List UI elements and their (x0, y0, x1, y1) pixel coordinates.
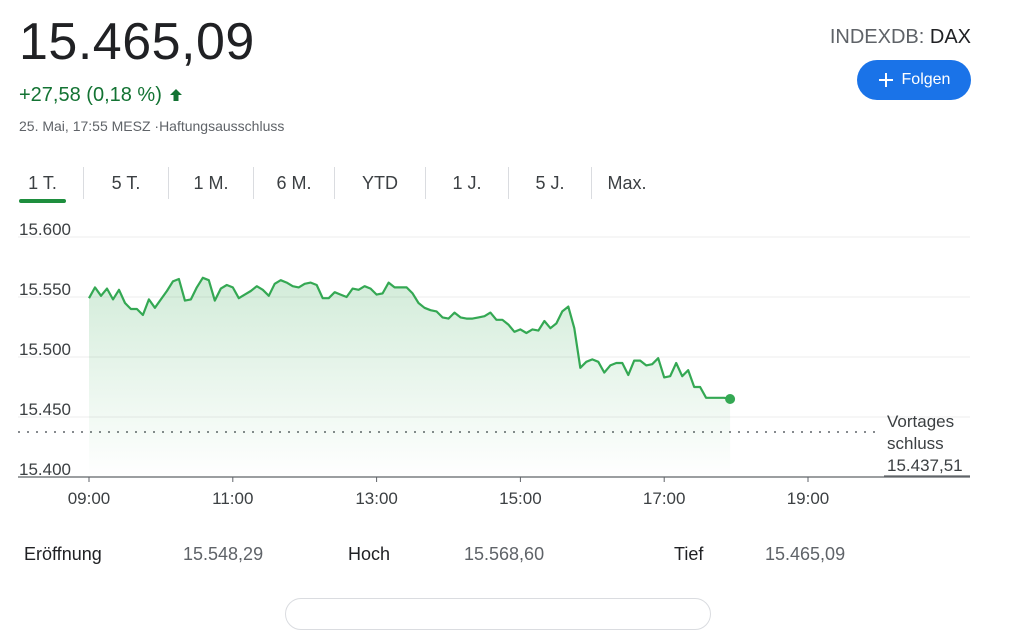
tab-separator (591, 167, 592, 199)
stats-row: Eröffnung 15.548,29 Hoch 15.568,60 Tief … (0, 544, 1024, 568)
tab-separator (425, 167, 426, 199)
y-tick-label: 15.400 (19, 460, 71, 479)
timestamp-line: 25. Mai, 17:55 MESZ ·Haftungsausschluss (19, 118, 284, 134)
arrow-up-icon (169, 89, 182, 101)
tab-1[interactable]: 5 T. (111, 173, 141, 193)
price-area (89, 277, 731, 477)
y-tick-label: 15.600 (19, 222, 71, 239)
timestamp: 25. Mai, 17:55 MESZ · (19, 118, 160, 134)
high-value: 15.568,60 (464, 544, 545, 564)
tab-separator (253, 167, 254, 199)
tab-separator (508, 167, 509, 199)
x-tick-label: 15:00 (499, 489, 542, 508)
current-price-dot (725, 394, 736, 404)
previous-close-label: schluss (887, 434, 944, 453)
tab-2[interactable]: 1 M. (193, 173, 229, 193)
disclaimer-link[interactable]: Haftungsausschluss (159, 118, 285, 134)
x-tick-label: 11:00 (212, 489, 253, 508)
x-tick-label: 17:00 (643, 489, 686, 508)
tab-separator (83, 167, 84, 199)
price-change-text: +27,58 (0,18 %) (19, 84, 162, 106)
follow-label: Folgen (901, 71, 951, 88)
open-value: 15.548,29 (183, 544, 264, 564)
low-label: Tief (674, 544, 704, 564)
exchange-label: INDEXDB: (829, 26, 925, 48)
symbol-label: DAX (929, 26, 971, 48)
price-change: +27,58 (0,18 %) (19, 82, 184, 108)
price-chart: 15.400 15.450 15.500 15.550 15.600 09:00 11:00… (0, 220, 1024, 522)
ticker-symbol: INDEXDB: DAX (830, 26, 971, 49)
range-tabs: 1 T. 5 T. 1 M. 6 M. YTD 1 J. 5 J. Max. (19, 167, 662, 205)
price-line (88, 276, 731, 401)
tab-3[interactable]: 6 M. (276, 173, 312, 193)
previous-close-label: Vortages (887, 412, 954, 431)
chart-svg: 15.400 15.450 15.500 15.550 15.600 09:00 11:00… (18, 220, 970, 508)
y-tick-label: 15.450 (19, 400, 71, 419)
tab-4[interactable]: YTD (362, 173, 398, 193)
plus-icon (878, 73, 893, 87)
tab-5[interactable]: 1 J. (452, 173, 482, 193)
high-label: Hoch (348, 544, 391, 564)
y-tick-label: 15.550 (19, 280, 71, 299)
tab-separator (334, 167, 335, 199)
follow-button[interactable]: Folgen (857, 60, 971, 100)
y-tick-label: 15.500 (19, 340, 71, 359)
tab-6[interactable]: 5 J. (535, 173, 565, 193)
x-tick-label: 13:00 (355, 489, 398, 508)
previous-close-value: 15.437,51 (887, 456, 963, 475)
x-tick-label: 09:00 (68, 489, 111, 508)
x-tick-label: 19:00 (787, 489, 830, 508)
more-about-button[interactable] (285, 598, 711, 630)
tab-0[interactable]: 1 T. (19, 167, 66, 203)
current-price: 15.465,09 (19, 13, 255, 71)
tab-7[interactable]: Max. (607, 173, 647, 193)
tab-separator (168, 167, 169, 199)
low-value: 15.465,09 (765, 544, 846, 564)
open-label: Eröffnung (24, 544, 102, 564)
